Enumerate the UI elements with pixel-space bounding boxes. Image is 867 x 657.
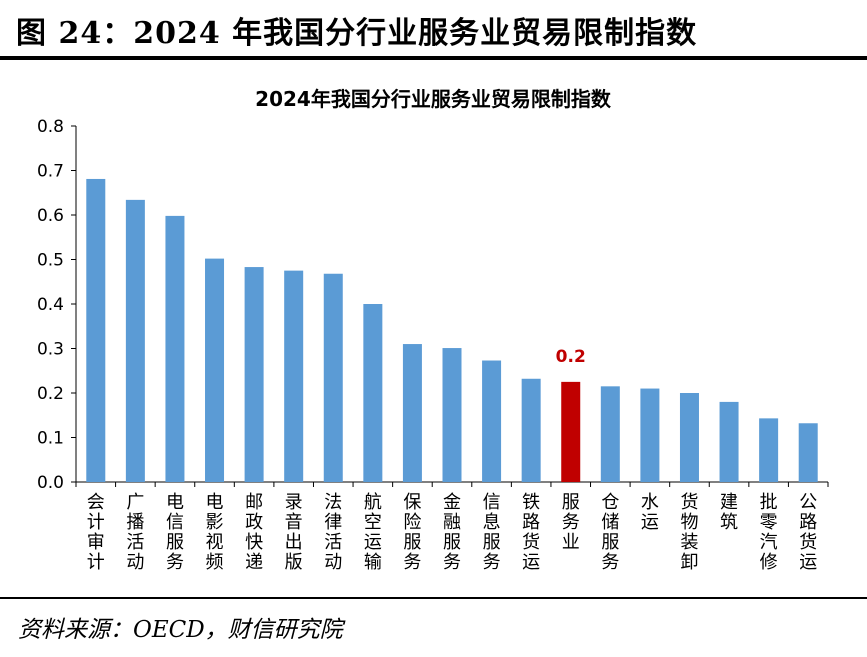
data-label-highlight: 0.2 (556, 347, 586, 367)
x-tick-label: 水运 (641, 492, 659, 533)
x-tick-label: 铁路货运 (522, 492, 540, 573)
chart-title: 2024年我国分行业服务业贸易限制指数 (255, 87, 612, 111)
y-tick-label: 0.6 (37, 206, 64, 226)
y-tick-label: 0.5 (37, 251, 64, 271)
bar-series (679, 393, 699, 482)
annotations-group: 0.2 (556, 347, 586, 367)
bar-series (205, 258, 225, 482)
x-tick-label: 金融服务 (443, 492, 461, 573)
bar-series (125, 199, 145, 482)
bar-series (284, 270, 304, 482)
bar-series (759, 418, 779, 482)
y-tick-label: 0.3 (37, 340, 64, 360)
bar-series (402, 344, 422, 482)
x-tick-label: 公路货运 (799, 492, 817, 573)
x-tick-label: 电信服务 (166, 492, 184, 573)
y-tick-label: 0.7 (37, 162, 64, 182)
bottom-rule (0, 597, 867, 599)
x-tick-label: 广播活动 (126, 492, 144, 573)
bar-series (323, 273, 343, 482)
bar-series (244, 267, 264, 482)
y-tick-label: 0.4 (37, 295, 64, 315)
x-tick-labels: 会计审计 广播活动 电信服务 电影视频 邮政快递 录音出版 法律活动 航空运输 保险服务 金融服务… (87, 492, 817, 573)
x-tick-label: 信息服务 (483, 492, 501, 573)
bar-highlight (561, 381, 581, 482)
y-axis: 0.0 0.1 0.2 0.3 0.4 0.5 0.6 0.7 0.8 (37, 117, 77, 493)
x-tick-label: 会计审计 (87, 492, 105, 573)
x-tick-label: 建筑 (720, 492, 738, 533)
x-tick-label: 仓储服务 (601, 492, 619, 573)
x-tick-label: 服务业 (562, 492, 580, 553)
y-tick-label: 0.1 (37, 429, 64, 449)
bar-series (600, 386, 620, 482)
bars-group (86, 178, 818, 482)
x-axis (75, 481, 829, 487)
x-tick-label: 保险服务 (403, 492, 421, 573)
chart-area: 2024年我国分行业服务业贸易限制指数 0.0 0.1 0.2 0.3 0.4 0.5 0.… (0, 60, 867, 597)
bar-series (363, 304, 383, 482)
x-tick-label: 邮政快递 (245, 492, 263, 573)
x-tick-label: 批零汽修 (760, 492, 778, 573)
bar-series (798, 423, 818, 482)
bar-series (640, 388, 660, 482)
x-tick-label: 航空运输 (364, 492, 382, 573)
source-note: 资料来源：OECD，财信研究院 (18, 617, 343, 643)
bar-series (442, 348, 462, 482)
x-tick-label: 电影视频 (206, 492, 224, 573)
bar-chart: 2024年我国分行业服务业贸易限制指数 0.00.10.20.30.40.50.… (37, 87, 829, 573)
bar-series (719, 401, 739, 482)
x-tick-label: 货物装卸 (680, 492, 698, 573)
bar-series (482, 360, 502, 482)
figure-title: 图 24：2024 年我国分行业服务业贸易限制指数 (16, 16, 698, 51)
top-rule (0, 56, 867, 60)
bar-series (86, 178, 106, 482)
bar-series (165, 215, 185, 482)
x-tick-label: 法律活动 (324, 492, 342, 573)
y-tick-label: 0.0 (37, 473, 64, 493)
y-tick-label: 0.8 (37, 117, 64, 137)
x-tick-label: 录音出版 (285, 492, 303, 573)
y-tick-label: 0.2 (37, 384, 64, 404)
bar-series (521, 378, 541, 482)
